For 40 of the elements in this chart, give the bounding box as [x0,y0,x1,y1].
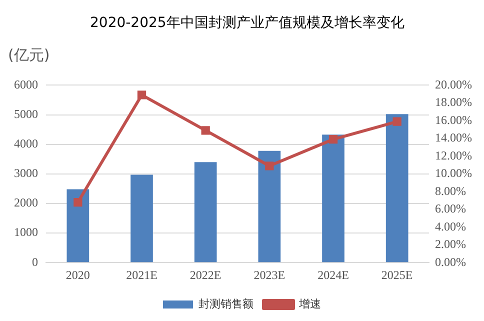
bar [322,134,344,262]
x-tick-label: 2025E [381,268,413,282]
y-tick-label: 5000 [14,106,38,121]
x-tick-label: 2023E [254,268,286,282]
y2-tick-label: 20.00% [435,77,472,92]
y-tick-label: 0 [32,254,38,269]
bar [66,189,90,262]
y-tick-label: 6000 [14,77,38,92]
point [137,90,146,100]
y2-tick-label: 8.00% [435,184,466,198]
legend-label: 增速 [298,298,321,311]
y-axis-title: (亿元) [8,46,50,65]
bar [258,150,281,262]
bar [130,174,153,262]
y2-tick-label: 2.00% [435,237,466,252]
x-tick-label: 2022E [190,268,222,282]
y2-tick-label: 18.00% [435,95,472,110]
y-tick-label: 3000 [14,166,38,180]
legend-label: 封测销售额 [198,298,254,311]
point [74,198,82,207]
y-tick-label: 1000 [14,225,38,240]
y2-tick-label: 10.00% [435,166,472,180]
y2-tick-label: 14.00% [435,130,472,145]
y2-tick-label: 6.00% [435,202,466,216]
x-tick-label: 2020 [66,268,90,282]
y-tick-label: 2000 [14,196,38,210]
y2-tick-label: 12.00% [435,148,472,162]
chart-title: 2020-2025年中国封测产业产值规模及增长率变化 [90,14,404,32]
x-tick-label: 2024E [318,268,349,282]
point [265,162,274,170]
y2-tick-label: 16.00% [435,112,472,127]
bar [194,162,217,262]
y-tick-label: 4000 [14,136,38,150]
point [328,134,338,144]
y2-tick-label: 0.00% [435,254,466,269]
y2-tick-label: 4.00% [435,219,466,234]
point [392,117,402,126]
point [201,126,210,135]
x-tick-label: 2021E [126,268,158,282]
bar [386,114,408,262]
